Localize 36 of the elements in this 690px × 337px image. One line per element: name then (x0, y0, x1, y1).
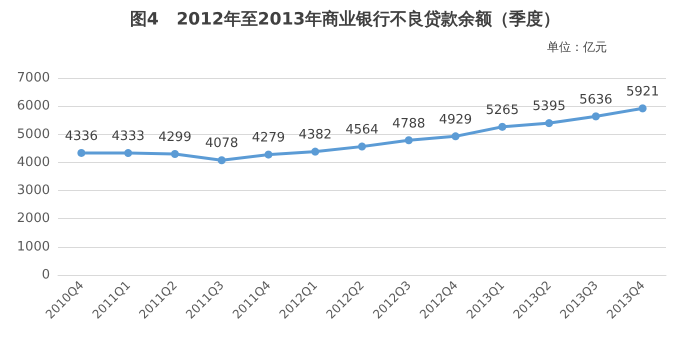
data-label: 4299 (158, 130, 192, 146)
point (498, 122, 506, 131)
data-label: 5636 (579, 92, 612, 108)
data-label: 4078 (205, 136, 238, 152)
y-tick-label: 5000 (16, 126, 50, 142)
data-label: 4333 (112, 129, 145, 144)
chart-title: 图4 2012年至2013年商业银行不良贷款余额（季度） (130, 10, 560, 30)
data-label: 5921 (626, 84, 660, 100)
y-tick-label: 1000 (16, 239, 50, 254)
point (170, 150, 179, 158)
point (124, 149, 132, 158)
y-tick-label: 6000 (16, 98, 50, 114)
data-label: 4382 (298, 128, 332, 143)
point (264, 150, 272, 159)
data-label: 5265 (486, 102, 519, 118)
point (311, 148, 320, 156)
point (638, 104, 647, 112)
data-label: 4788 (392, 116, 426, 132)
point (404, 136, 413, 144)
point (218, 156, 226, 164)
point (545, 119, 554, 128)
data-label: 5395 (532, 99, 566, 114)
data-label: 4564 (345, 122, 379, 138)
point (452, 132, 460, 140)
point (77, 148, 86, 157)
point (358, 142, 366, 151)
chart-subtitle: 单位：亿元 (547, 40, 607, 54)
y-tick-label: 3000 (16, 183, 50, 198)
data-label: 4929 (438, 112, 472, 128)
y-tick-label: 0 (42, 268, 50, 282)
y-tick-label: 4000 (16, 154, 50, 170)
y-tick-label: 7000 (16, 70, 50, 86)
y-tick-label: 2000 (16, 211, 50, 226)
data-label: 4279 (252, 130, 286, 146)
point (592, 112, 600, 120)
data-label: 4336 (64, 128, 98, 144)
